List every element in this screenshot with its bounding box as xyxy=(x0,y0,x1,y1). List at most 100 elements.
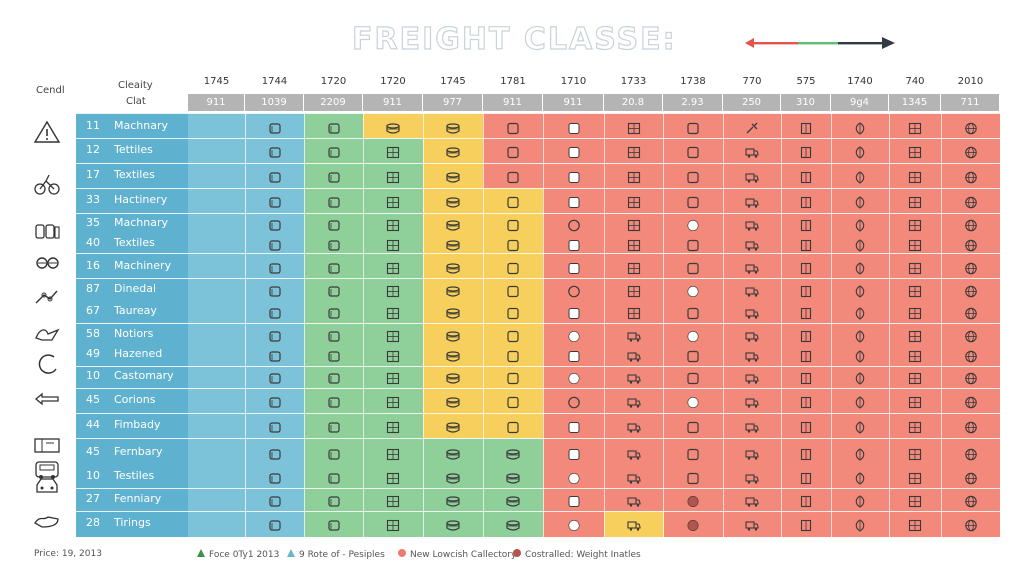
column-divider xyxy=(363,113,364,537)
freight-item-icon xyxy=(386,493,400,507)
freight-item-icon xyxy=(745,328,759,342)
freight-item-icon xyxy=(745,446,759,460)
freight-item-icon xyxy=(964,493,978,507)
freight-item-icon xyxy=(908,194,922,208)
row-class-number: 17 xyxy=(86,168,100,181)
freight-item-icon xyxy=(506,493,520,507)
freight-item-icon xyxy=(446,237,460,251)
freight-item-icon xyxy=(799,169,813,183)
row-divider xyxy=(76,488,1000,489)
freight-item-icon xyxy=(964,144,978,158)
freight-item-icon xyxy=(853,144,867,159)
freight-item-icon xyxy=(567,370,581,384)
freight-item-icon xyxy=(964,260,978,274)
freight-item-icon xyxy=(908,237,922,251)
bicycle-icon xyxy=(32,171,62,197)
freight-item-icon xyxy=(506,305,520,319)
freight-item-icon xyxy=(626,493,641,507)
row-class-number: 28 xyxy=(86,516,100,529)
freight-item-icon xyxy=(567,328,581,342)
freight-item-icon xyxy=(908,370,922,384)
freight-item-icon xyxy=(567,144,581,158)
row-commodity-name: Notiors xyxy=(114,327,154,340)
freight-item-icon xyxy=(268,283,282,297)
freight-item-icon xyxy=(627,283,641,297)
gradient-arrow-icon xyxy=(745,37,895,49)
column-divider xyxy=(663,113,664,537)
freight-item-icon xyxy=(446,493,460,507)
row-divider xyxy=(76,113,1000,114)
class-header-line1: Cleaity xyxy=(118,80,153,91)
freight-item-icon xyxy=(386,237,400,251)
freight-item-icon xyxy=(908,305,922,319)
freight-item-icon xyxy=(853,237,867,252)
row-commodity-name: Testiles xyxy=(114,469,155,482)
freight-item-icon xyxy=(686,237,700,251)
column-header-value: 1345 xyxy=(889,94,941,111)
freight-item-icon xyxy=(686,120,700,134)
freight-item-icon xyxy=(268,169,282,183)
freight-item-icon xyxy=(686,517,700,531)
freight-item-icon xyxy=(626,370,641,384)
legend-label: 9 Rote of - Pesiples xyxy=(299,549,385,560)
freight-item-icon xyxy=(386,260,400,274)
freight-item-icon xyxy=(799,120,813,134)
freight-item-icon xyxy=(853,370,867,385)
freight-item-icon xyxy=(745,370,759,384)
freight-item-icon xyxy=(745,517,759,531)
freight-item-icon xyxy=(386,194,400,208)
freight-item-icon xyxy=(799,283,813,297)
freight-item-icon xyxy=(567,419,581,433)
freight-item-icon xyxy=(268,493,282,507)
freight-item-icon xyxy=(327,237,341,251)
freight-item-icon xyxy=(908,283,922,297)
freight-item-icon xyxy=(268,260,282,274)
freight-item-icon xyxy=(964,470,978,484)
column-header-top: 1781 xyxy=(500,76,526,87)
column-header-value: 20.8 xyxy=(604,94,663,111)
column-header-top: 740 xyxy=(905,76,925,87)
row-class-number: 44 xyxy=(86,418,100,431)
row-commodity-name: Tettiles xyxy=(114,143,153,156)
column-header-top: 1745 xyxy=(203,76,230,87)
freight-item-icon xyxy=(268,517,282,531)
freight-item-icon xyxy=(268,144,282,158)
freight-item-icon xyxy=(506,217,520,231)
freight-item-icon xyxy=(327,470,341,484)
freight-item-icon xyxy=(567,348,581,362)
freight-item-icon xyxy=(627,194,641,208)
freight-item-icon xyxy=(686,419,700,433)
freight-item-icon xyxy=(745,144,759,158)
freight-item-icon xyxy=(567,217,581,231)
row-divider xyxy=(76,213,1000,214)
freight-item-icon xyxy=(686,394,700,408)
row-commodity-name: Castomary xyxy=(114,369,174,382)
row-commodity-name: Machinery xyxy=(114,259,172,272)
freight-item-icon xyxy=(327,194,341,208)
freight-item-icon xyxy=(686,260,700,274)
freight-item-icon xyxy=(327,517,341,531)
column-header-value: 2209 xyxy=(304,94,363,111)
freight-item-icon xyxy=(908,517,922,531)
column-divider xyxy=(831,113,832,537)
row-commodity-name: Tirings xyxy=(114,516,151,529)
freight-item-icon xyxy=(446,370,460,384)
freight-item-icon xyxy=(506,237,520,251)
freight-item-icon xyxy=(799,370,813,384)
freight-item-icon xyxy=(506,470,520,484)
legend-item: New Lowcish Callectory xyxy=(398,549,516,560)
freight-item-icon xyxy=(853,260,867,275)
column-header-value: 9g4 xyxy=(831,94,889,111)
row-class-number: 10 xyxy=(86,469,100,482)
column-header-top: 1733 xyxy=(620,76,647,87)
class-band xyxy=(304,113,364,537)
arrow-icon xyxy=(32,386,62,412)
freight-item-icon xyxy=(627,217,641,231)
dumbbell-icon xyxy=(32,283,62,309)
freight-item-icon xyxy=(567,260,581,274)
freight-item-icon xyxy=(506,517,520,531)
freight-item-icon xyxy=(745,260,759,274)
freight-item-icon xyxy=(567,493,581,507)
freight-item-icon xyxy=(686,305,700,319)
row-divider xyxy=(76,413,1000,414)
